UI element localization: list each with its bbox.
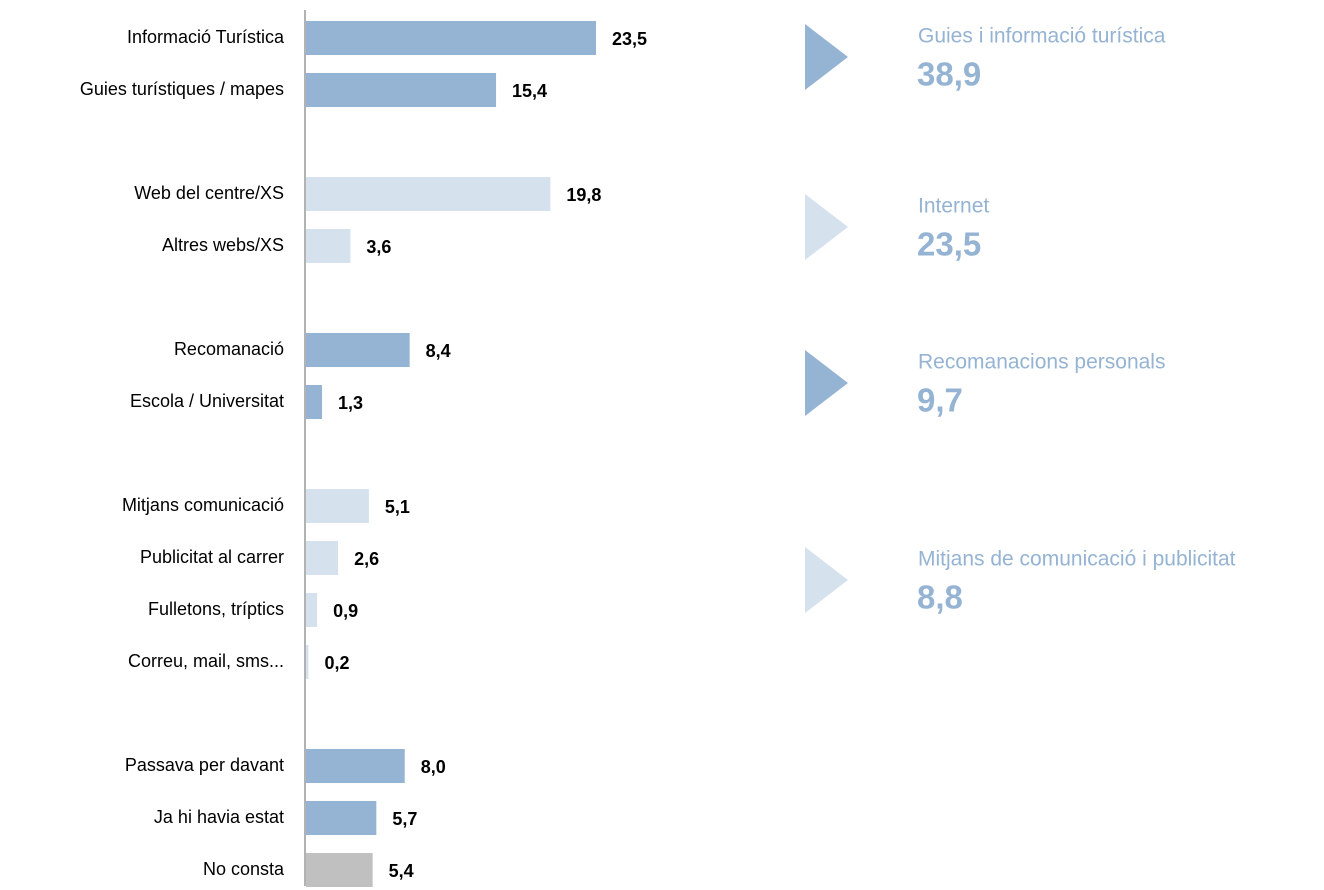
summary-value: 23,5 bbox=[917, 226, 981, 263]
bar bbox=[306, 73, 497, 107]
category-label: Recomanació bbox=[174, 339, 284, 359]
value-label: 0,2 bbox=[324, 653, 349, 673]
summary-value: 8,8 bbox=[917, 579, 963, 616]
bar bbox=[306, 489, 369, 523]
category-label: Mitjans comunicació bbox=[122, 495, 284, 515]
value-label: 2,6 bbox=[354, 549, 379, 569]
value-label: 0,9 bbox=[333, 601, 358, 621]
value-label: 23,5 bbox=[612, 29, 647, 49]
summary-label: Recomanacions personals bbox=[918, 351, 1165, 374]
summary-arrow bbox=[805, 350, 848, 416]
bar bbox=[306, 749, 405, 783]
summary-value: 9,7 bbox=[917, 382, 963, 419]
summary-label: Mitjans de comunicació i publicitat bbox=[918, 548, 1236, 571]
bar bbox=[306, 593, 318, 627]
category-label: Correu, mail, sms... bbox=[128, 651, 284, 671]
value-label: 3,6 bbox=[366, 237, 391, 257]
category-label: Publicitat al carrer bbox=[140, 547, 284, 567]
category-label: Guies turístiques / mapes bbox=[80, 79, 284, 99]
value-label: 1,3 bbox=[338, 393, 363, 413]
value-label: 5,7 bbox=[392, 809, 417, 829]
value-label: 8,4 bbox=[426, 341, 451, 361]
summary-value: 38,9 bbox=[917, 56, 981, 93]
category-label: Web del centre/XS bbox=[134, 183, 284, 203]
bar bbox=[306, 333, 410, 367]
value-label: 5,1 bbox=[385, 497, 410, 517]
category-label: Fulletons, tríptics bbox=[148, 599, 284, 619]
value-label: 8,0 bbox=[421, 757, 446, 777]
summary-label: Internet bbox=[918, 195, 989, 218]
bar bbox=[306, 229, 351, 263]
summary-label: Guies i informació turística bbox=[918, 25, 1166, 48]
value-label: 15,4 bbox=[512, 81, 547, 101]
category-label: Altres webs/XS bbox=[162, 235, 284, 255]
category-label: Escola / Universitat bbox=[130, 391, 284, 411]
bar bbox=[306, 385, 323, 419]
summary-arrow bbox=[805, 547, 848, 613]
value-label: 5,4 bbox=[389, 861, 414, 881]
bar bbox=[306, 177, 551, 211]
category-label: Ja hi havia estat bbox=[154, 807, 284, 827]
bar bbox=[306, 645, 309, 679]
category-label: Passava per davant bbox=[125, 755, 284, 775]
bar bbox=[306, 541, 339, 575]
summary-arrow bbox=[805, 194, 848, 260]
bar bbox=[306, 853, 373, 887]
category-label: No consta bbox=[203, 859, 285, 879]
category-label: Informació Turística bbox=[127, 27, 285, 47]
summary-arrow bbox=[805, 24, 848, 90]
bar bbox=[306, 801, 377, 835]
value-label: 19,8 bbox=[566, 185, 601, 205]
bar bbox=[306, 21, 596, 55]
